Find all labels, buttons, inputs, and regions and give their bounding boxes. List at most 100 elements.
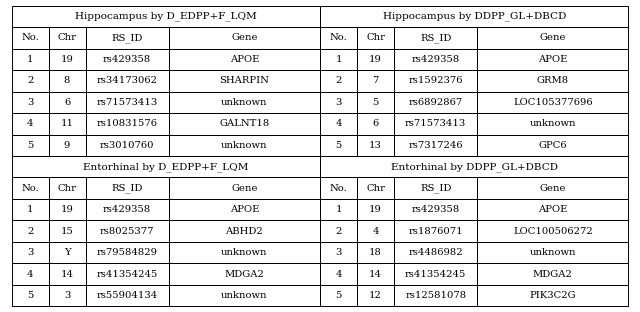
Text: Gene: Gene (540, 33, 566, 42)
Text: GALNT18: GALNT18 (220, 119, 269, 128)
Text: 14: 14 (369, 270, 382, 279)
Text: GPC6: GPC6 (539, 141, 567, 150)
Bar (169, 49, 320, 70)
Bar (12, 134, 49, 156)
Text: rs34173062: rs34173062 (97, 76, 157, 85)
Text: LOC105377696: LOC105377696 (513, 98, 593, 107)
Bar (394, 178, 477, 199)
Bar (394, 27, 477, 49)
Bar (86, 285, 169, 306)
Text: rs41354245: rs41354245 (97, 270, 158, 279)
Text: Entorhinal by DDPP_GL+DBCD: Entorhinal by DDPP_GL+DBCD (391, 162, 557, 172)
Text: rs71573413: rs71573413 (405, 119, 467, 128)
Bar (320, 134, 357, 156)
Text: Hippocampus by DDPP_GL+DBCD: Hippocampus by DDPP_GL+DBCD (383, 12, 566, 21)
Bar (357, 263, 394, 285)
Text: 12: 12 (369, 291, 382, 300)
Text: No.: No. (21, 184, 39, 193)
Text: rs1876071: rs1876071 (408, 227, 463, 236)
Text: 1: 1 (27, 55, 33, 64)
Bar (12, 242, 49, 263)
Bar (12, 199, 49, 221)
Text: rs79584829: rs79584829 (97, 248, 157, 257)
Bar (169, 285, 320, 306)
Bar (357, 285, 394, 306)
Bar (357, 27, 394, 49)
Text: APOE: APOE (538, 55, 568, 64)
Bar (12, 156, 320, 178)
Text: GRM8: GRM8 (537, 76, 569, 85)
Text: 3: 3 (335, 98, 342, 107)
Bar (12, 91, 49, 113)
Text: rs429358: rs429358 (103, 205, 151, 214)
Bar (357, 113, 394, 134)
Bar (477, 70, 628, 91)
Bar (169, 27, 320, 49)
Bar (477, 263, 628, 285)
Bar (86, 70, 169, 91)
Bar (357, 134, 394, 156)
Text: 7: 7 (372, 76, 379, 85)
Text: 5: 5 (335, 141, 342, 150)
Bar (12, 27, 49, 49)
Bar (357, 199, 394, 221)
Text: No.: No. (21, 33, 39, 42)
Bar (357, 49, 394, 70)
Text: LOC100506272: LOC100506272 (513, 227, 593, 236)
Bar (169, 113, 320, 134)
Bar (477, 178, 628, 199)
Text: MDGA2: MDGA2 (225, 270, 264, 279)
Bar (357, 242, 394, 263)
Bar (394, 113, 477, 134)
Text: 18: 18 (369, 248, 382, 257)
Text: rs12581078: rs12581078 (405, 291, 467, 300)
Text: 4: 4 (27, 270, 33, 279)
Text: Gene: Gene (231, 184, 258, 193)
Text: 19: 19 (61, 55, 74, 64)
Text: 11: 11 (61, 119, 74, 128)
Bar (394, 49, 477, 70)
Text: No.: No. (330, 33, 348, 42)
Bar (320, 70, 357, 91)
Bar (394, 134, 477, 156)
Bar (12, 221, 49, 242)
Text: 15: 15 (61, 227, 74, 236)
Bar (49, 113, 86, 134)
Text: Chr: Chr (58, 184, 77, 193)
Text: 19: 19 (61, 205, 74, 214)
Text: Entorhinal by D_EDPP+F_LQM: Entorhinal by D_EDPP+F_LQM (83, 162, 248, 172)
Bar (169, 221, 320, 242)
Bar (86, 242, 169, 263)
Bar (49, 285, 86, 306)
Bar (357, 178, 394, 199)
Text: 3: 3 (64, 291, 70, 300)
Text: unknown: unknown (221, 98, 268, 107)
Text: Chr: Chr (366, 184, 385, 193)
Text: 19: 19 (369, 55, 382, 64)
Text: 4: 4 (372, 227, 379, 236)
Bar (477, 113, 628, 134)
Text: APOE: APOE (538, 205, 568, 214)
Text: unknown: unknown (530, 119, 576, 128)
Text: 4: 4 (335, 270, 342, 279)
Text: rs6892867: rs6892867 (408, 98, 463, 107)
Text: RS_ID: RS_ID (111, 183, 143, 193)
Bar (320, 199, 357, 221)
Bar (49, 27, 86, 49)
Text: rs429358: rs429358 (412, 55, 460, 64)
Bar (169, 70, 320, 91)
Text: 2: 2 (27, 227, 33, 236)
Text: 4: 4 (27, 119, 33, 128)
Bar (477, 27, 628, 49)
Text: 2: 2 (335, 76, 342, 85)
Bar (394, 221, 477, 242)
Text: rs10831576: rs10831576 (97, 119, 157, 128)
Bar (394, 263, 477, 285)
Text: 5: 5 (27, 291, 33, 300)
Bar (320, 263, 357, 285)
Text: 5: 5 (27, 141, 33, 150)
Text: SHARPIN: SHARPIN (220, 76, 269, 85)
Bar (169, 178, 320, 199)
Bar (12, 6, 320, 27)
Bar (86, 49, 169, 70)
